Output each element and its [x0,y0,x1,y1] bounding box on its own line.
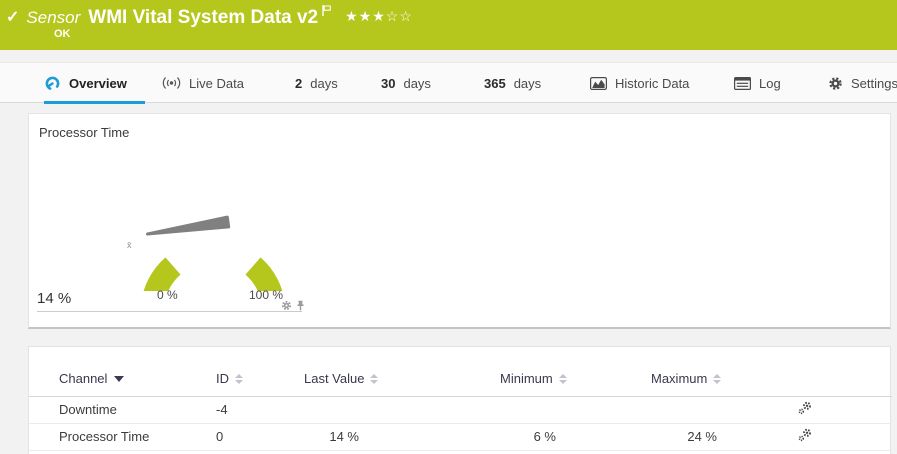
channels-table: Channel ID Last Value Minimum Maximum [29,347,892,451]
sort-icon [713,374,722,385]
sensor-type-label: Sensor [26,8,81,27]
gauge-pin-icon[interactable] [295,298,306,316]
column-header-channel-label: Channel [59,370,108,386]
tab-historic-data[interactable]: Historic Data [590,63,689,103]
gauge-average-symbol: x̄ [127,240,132,250]
sort-desc-icon [114,376,125,383]
broadcast-icon [162,76,181,90]
priority-stars[interactable]: ★★★☆☆ [345,8,413,25]
gauge-needle [146,215,231,236]
gauge-title: Processor Time [39,125,130,140]
table-row[interactable]: Downtime -4 [29,396,892,424]
gauge-scale-max: 100 % [249,288,284,302]
stars-empty: ☆☆ [385,8,413,24]
tab-2-days[interactable]: 2 days [295,63,338,103]
cell-last-value [276,396,359,424]
sort-icon [370,374,379,385]
sensor-title: WMI Vital System Data v2 [88,7,319,28]
tab-365-days-number: 365 [484,75,506,91]
tab-settings[interactable]: Settings [828,63,897,103]
chart-icon [590,76,607,90]
cell-minimum: 6 % [359,423,556,451]
column-header-last-value[interactable]: Last Value [276,347,379,397]
gauge-panel: Processor Time x̄ 14 % 0 % 100 % [28,113,891,329]
channels-panel: Channel ID Last Value Minimum Maximum [28,346,892,454]
gauge-scale-min: 0 % [157,288,178,302]
tab-30-days[interactable]: 30 days [381,63,431,103]
cell-id: 0 [216,423,276,451]
column-header-last-value-label: Last Value [304,370,365,386]
tab-2-days-number: 2 [295,75,303,91]
tab-365-days[interactable]: 365 days [484,63,541,103]
table-header-row: Channel ID Last Value Minimum Maximum [29,347,892,397]
tab-log[interactable]: Log [734,63,781,103]
tab-30-days-number: 30 [381,75,396,91]
column-header-minimum[interactable]: Minimum [359,347,567,397]
tab-log-label: Log [759,75,781,91]
column-header-actions [717,347,892,397]
gauge-average-notch [139,236,168,253]
cell-id: -4 [216,396,276,424]
column-header-minimum-label: Minimum [500,370,553,386]
gear-icon [828,76,843,91]
cell-last-value: 14 % [276,423,359,451]
priority-flag-icon[interactable] [322,3,331,21]
channel-settings-icon[interactable] [798,401,812,418]
status-badge: OK [54,28,71,40]
tab-bar: Overview Live Data 2 days 30 days 365 da… [0,62,897,104]
channel-settings-icon[interactable] [798,428,812,445]
log-list-icon [734,76,751,90]
cell-channel: Processor Time [29,423,216,451]
cell-maximum [556,396,717,424]
sort-icon [558,374,567,385]
status-check-icon: ✓ [6,9,20,26]
gauge-current-value: 14 % [37,290,72,307]
tab-live-data-label: Live Data [189,75,244,91]
tab-settings-label: Settings [851,75,897,91]
gauge-icon [44,75,61,92]
column-header-maximum-label: Maximum [651,370,708,386]
table-row[interactable]: Processor Time 0 14 % 6 % 24 % [29,423,892,451]
sensor-status-bar: ✓ Sensor WMI Vital System Data v2 ★★★☆☆ … [0,0,897,50]
processor-time-gauge: x̄ [127,215,283,291]
tab-overview-label: Overview [69,75,127,91]
tab-30-days-label: days [403,75,431,91]
column-header-channel[interactable]: Channel [29,347,216,397]
cell-maximum: 24 % [556,423,717,451]
tab-live-data[interactable]: Live Data [162,63,244,103]
column-header-id-label: ID [216,370,229,386]
tab-historic-data-label: Historic Data [615,75,690,91]
gauge-divider [37,311,302,312]
tab-overview[interactable]: Overview [44,63,145,104]
cell-minimum [359,396,556,424]
column-header-id[interactable]: ID [216,347,276,397]
gauge-settings-gear-icon[interactable] [281,298,292,316]
sort-icon [235,374,243,385]
stars-filled: ★★★ [345,8,386,24]
tab-2-days-label: days [310,75,338,91]
cell-channel: Downtime [29,396,216,424]
column-header-maximum[interactable]: Maximum [556,347,722,397]
tab-365-days-label: days [513,75,542,91]
active-tab-underline [44,101,145,104]
